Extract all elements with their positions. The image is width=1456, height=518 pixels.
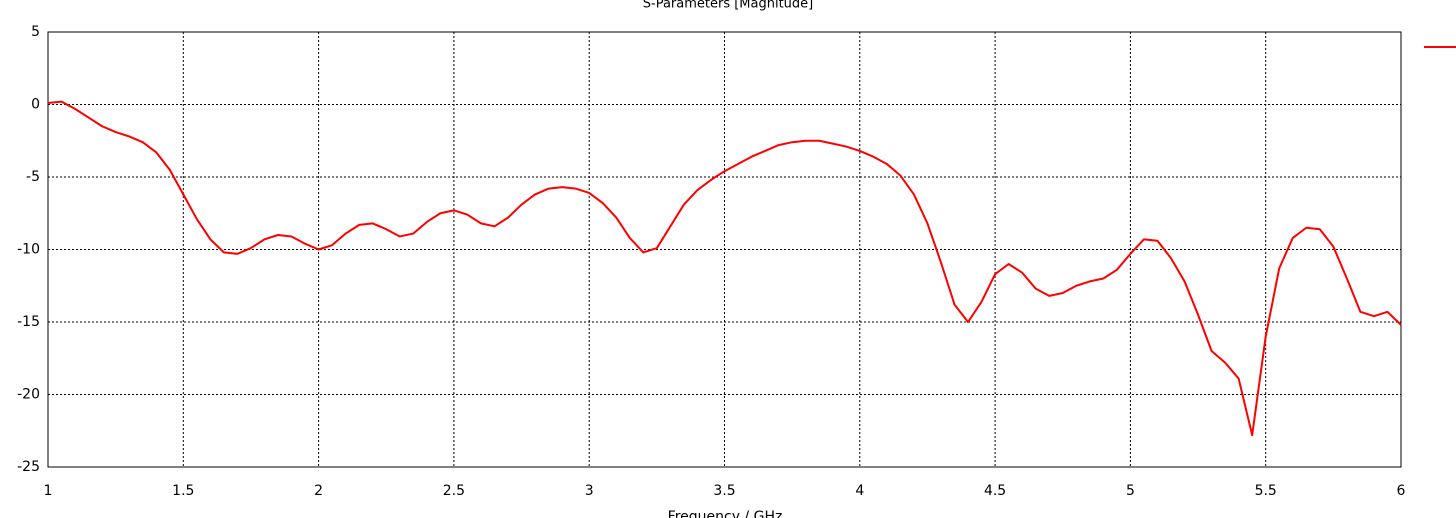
x-tick-label: 2: [314, 483, 323, 499]
y-tick-label: -5: [26, 169, 40, 185]
x-tick-label: 5.5: [1255, 483, 1277, 499]
x-tick-label: 5: [1126, 483, 1135, 499]
y-tick-label: -25: [17, 459, 40, 475]
x-tick-label: 2.5: [443, 483, 465, 499]
chart-title: S-Parameters [Magnitude]: [643, 0, 814, 12]
x-tick-label: 3.5: [713, 483, 735, 499]
x-axis-label: Frequency / GHz: [668, 509, 783, 518]
x-tick-label: 3: [585, 483, 594, 499]
plot-frame: [47, 31, 1402, 468]
x-tick-label: 1: [44, 483, 53, 499]
x-tick-label: 1.5: [172, 483, 194, 499]
y-tick-label: -15: [17, 314, 40, 330]
x-tick-label: 6: [1397, 483, 1406, 499]
y-tick-label: -20: [17, 387, 40, 403]
y-tick-label: -10: [17, 242, 40, 258]
x-tick-label: 4: [855, 483, 864, 499]
y-tick-label: 0: [31, 97, 40, 113]
x-tick-label: 4.5: [984, 483, 1006, 499]
y-tick-label: 5: [31, 24, 40, 40]
series-line: [47, 100, 1402, 437]
